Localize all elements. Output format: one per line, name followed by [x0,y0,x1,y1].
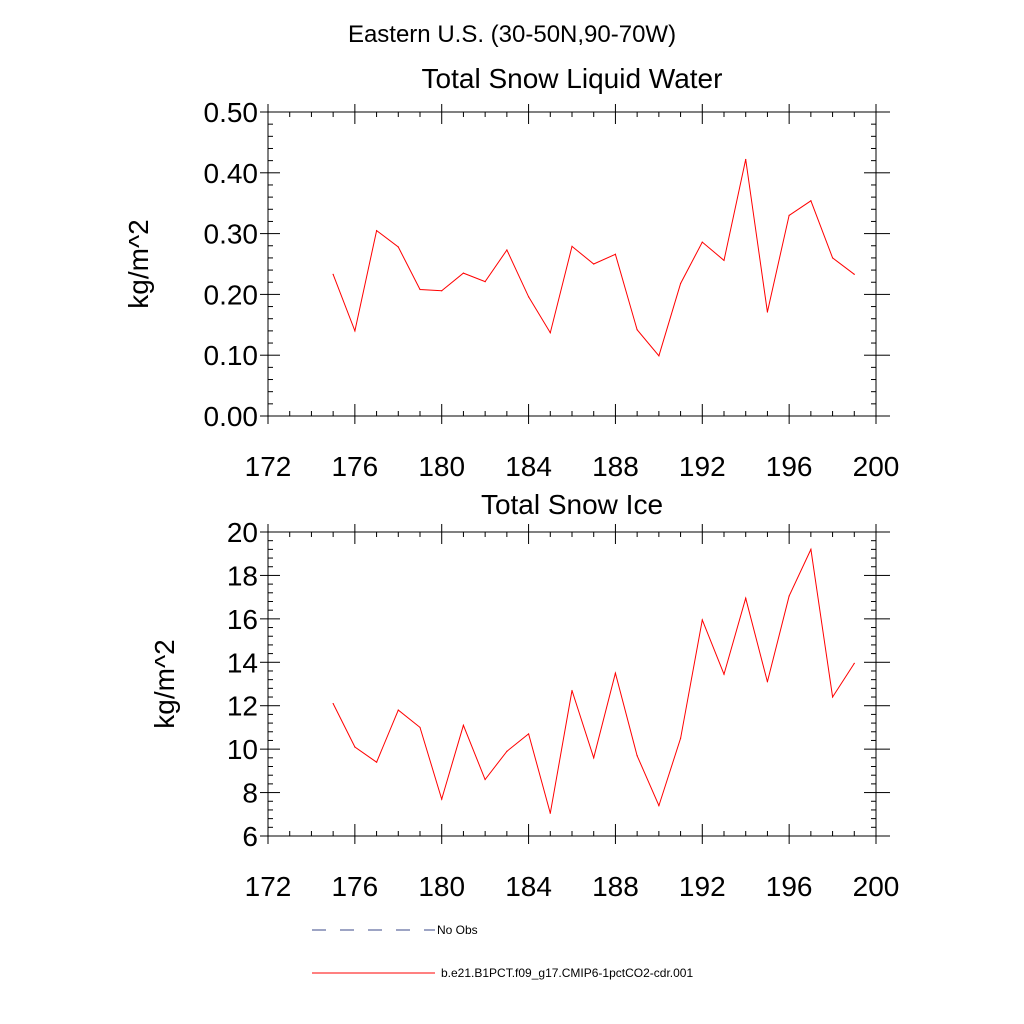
x-tick-label: 184 [505,451,552,482]
series-line [332,547,855,814]
y-tick-label: 0.00 [204,401,259,432]
data-point [419,726,421,729]
y-tick-label: 10 [227,734,258,765]
series-line [332,159,855,357]
data-point [745,158,747,161]
legend: No Obs b.e21.B1PCT.f09_g17.CMIP6-1pctCO2… [312,923,693,980]
y-tick-label: 18 [227,560,258,591]
data-point [810,200,812,202]
legend-model-label: b.e21.B1PCT.f09_g17.CMIP6-1pctCO2-cdr.00… [441,966,693,980]
data-point [831,257,834,259]
data-point [332,702,334,705]
plot-frame [267,531,877,837]
x-tick-label: 192 [679,451,726,482]
data-point [527,733,530,735]
data-point [788,595,790,597]
data-point [484,778,486,781]
x-tick-label: 188 [592,871,639,902]
data-point [397,709,399,711]
panel-snow-ice: 172 176 180 184 188 192 196 200 6 8 10 12 14 16 18 20 To… [149,489,899,902]
y-tick-label: 0.50 [204,97,259,128]
data-point [658,805,660,807]
data-point [701,619,703,621]
data-point [375,229,378,232]
data-point [723,673,725,675]
x-tick-label: 192 [679,871,726,902]
y-tick-label: 0.10 [204,340,259,371]
data-point [571,245,573,247]
data-point [853,273,855,275]
panel-snow-liquid-water: 172 176 180 184 188 192 196 200 0.00 0.10 0.20 0.30… [123,63,899,482]
data-point [419,288,421,291]
x-tick-label: 188 [592,451,639,482]
plot-frame [267,111,877,417]
legend-obs-label: No Obs [437,923,478,937]
data-point [766,311,769,313]
x-tick-label: 184 [505,871,552,902]
data-point [462,272,465,274]
y-axis-label: kg/m^2 [149,639,180,728]
data-point [614,253,617,255]
page-title: Eastern U.S. (30-50N,90-70W) [348,21,676,48]
y-tick-label: 0.30 [204,219,259,250]
panel-title: Total Snow Liquid Water [422,63,723,94]
data-point [745,597,747,599]
y-tick-label: 12 [227,691,258,722]
data-point [658,355,660,357]
data-point [527,296,530,298]
data-point [506,750,508,752]
data-point [766,681,769,683]
data-point [375,761,378,763]
x-tick-label: 200 [853,871,900,902]
y-tick-label: 0.20 [204,279,259,310]
data-point [810,548,812,550]
data-point [484,281,486,283]
y-tick-label: 14 [227,647,258,678]
data-point [354,746,356,748]
data-point [506,249,508,251]
data-point [441,798,443,800]
data-point [593,757,595,759]
data-point [853,662,855,664]
x-tick-label: 176 [331,871,378,902]
data-point [679,737,682,739]
x-tick-label: 200 [853,451,900,482]
data-point [549,812,551,814]
y-tick-label: 16 [227,604,258,635]
data-point [593,263,595,265]
data-point [354,330,356,332]
panel-title: Total Snow Ice [481,489,663,520]
data-point [701,241,703,243]
data-point [723,259,725,261]
y-axis-label: kg/m^2 [123,219,154,308]
data-point [571,689,573,692]
x-tick-label: 176 [331,451,378,482]
data-point [831,696,834,698]
data-point [397,246,399,248]
data-point [549,332,551,334]
data-point [636,329,638,331]
y-tick-label: 20 [227,517,258,548]
x-tick-label: 196 [766,871,813,902]
x-tick-label: 196 [766,451,813,482]
y-tick-label: 0.40 [204,158,259,189]
data-point [332,273,334,275]
data-point [462,724,465,726]
data-point [788,214,790,216]
x-tick-label: 180 [418,451,465,482]
data-point [679,282,682,285]
y-tick-label: 8 [242,778,258,809]
data-point [441,290,443,292]
data-point [636,755,638,757]
x-tick-label: 180 [418,871,465,902]
y-tick-label: 6 [242,821,258,852]
x-tick-label: 172 [245,451,292,482]
x-tick-label: 172 [245,871,292,902]
data-point [614,672,617,674]
